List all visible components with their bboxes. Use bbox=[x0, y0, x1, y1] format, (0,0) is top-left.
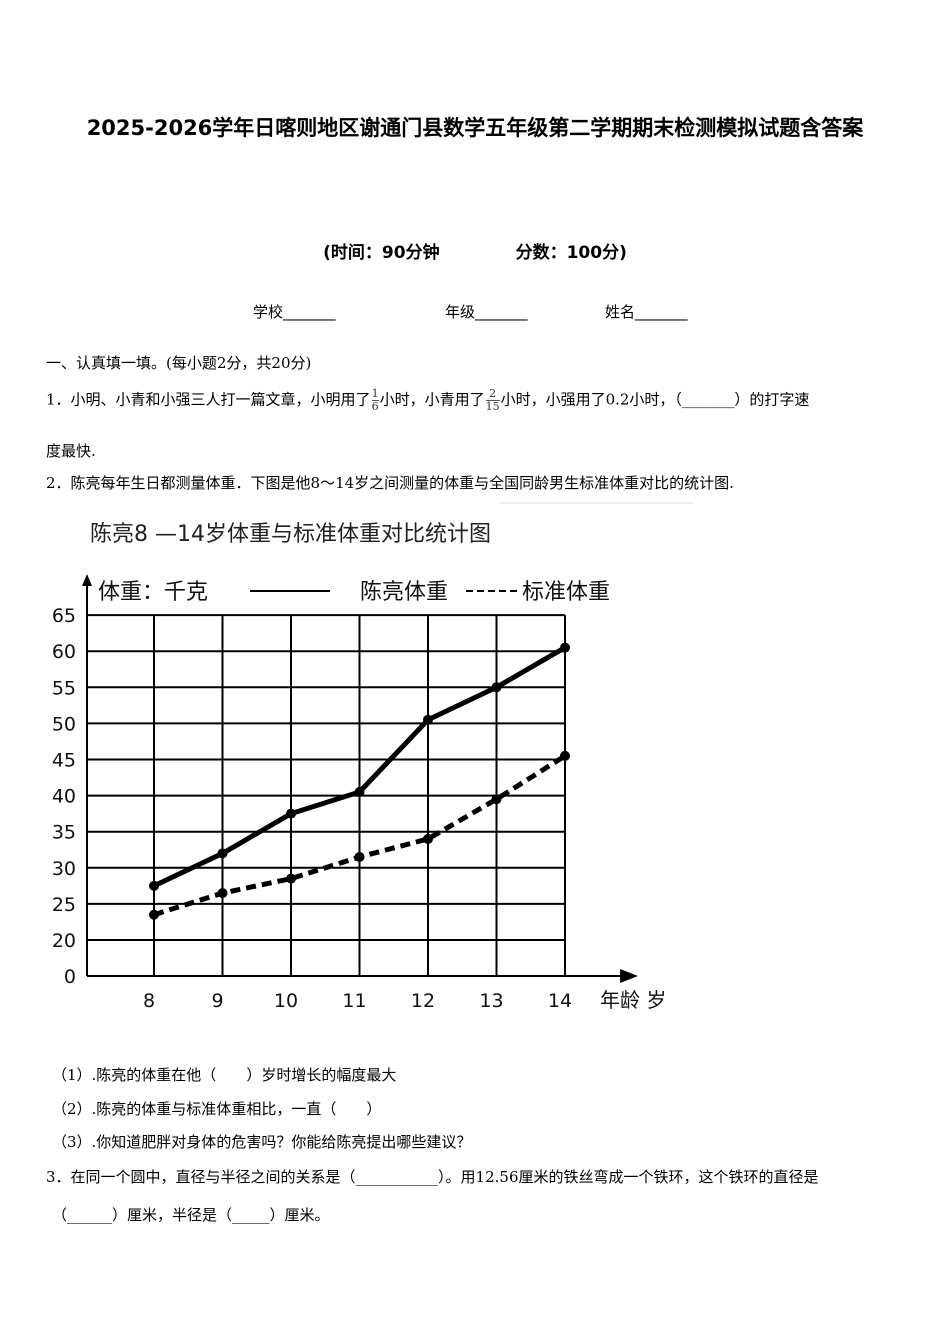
question-number: 2． bbox=[46, 474, 71, 492]
question-3-cont: （______）厘米，半径是（_____）厘米。 bbox=[52, 1206, 330, 1224]
data-point bbox=[217, 888, 228, 899]
y-tick-label: 60 bbox=[52, 641, 76, 663]
x-tick-label: 14 bbox=[548, 990, 572, 1012]
x-tick-label: 9 bbox=[211, 990, 223, 1012]
data-point bbox=[149, 909, 159, 920]
question-1: 1．小明、小青和小强三人打一篇文章，小明用了 1 6 小时，小青用了 2 15 小时，小强用… bbox=[46, 388, 809, 413]
legend-label-chenliang: 陈亮体重 bbox=[360, 580, 448, 605]
question-number: 1． bbox=[46, 390, 71, 409]
school-field[interactable]: 学校_______ bbox=[253, 303, 336, 321]
chart-title: 陈亮8 —14岁体重与标准体重对比统计图 bbox=[90, 522, 491, 547]
y-tick-label: 65 bbox=[52, 605, 76, 627]
question-number: 3． bbox=[46, 1168, 71, 1186]
time-limit: (时间：90分钟 bbox=[323, 243, 440, 263]
x-axis-label: 年龄 岁 bbox=[600, 988, 666, 1012]
page-title: 2025-2026学年日喀则地区谢通门县数学五年级第二学期期末检测模拟试题含答案 bbox=[86, 116, 864, 140]
question-1-cont: 度最快. bbox=[46, 442, 96, 460]
section-heading: 一、认真填一填。(每小题2分，共20分) bbox=[46, 354, 312, 372]
x-tick-label: 11 bbox=[342, 990, 366, 1012]
question-3: 3．在同一个圆中，直径与半径之间的关系是（___________）。用12.56… bbox=[46, 1166, 819, 1187]
y-tick-label: 0 bbox=[64, 966, 76, 988]
y-tick-label: 55 bbox=[52, 677, 76, 699]
total-score: 分数：100分) bbox=[515, 243, 627, 263]
y-tick-label: 35 bbox=[52, 822, 76, 844]
y-tick-label: 50 bbox=[52, 713, 76, 735]
question-text: 小明、小青和小强三人打一篇文章，小明用了 bbox=[70, 390, 371, 409]
y-tick-label: 20 bbox=[52, 930, 76, 952]
x-tick-label: 13 bbox=[479, 990, 503, 1012]
x-tick-label: 10 bbox=[274, 990, 298, 1012]
data-point bbox=[491, 682, 502, 693]
x-tick-label: 12 bbox=[411, 990, 435, 1012]
data-point bbox=[560, 642, 570, 653]
question-text: 小时，小强用了0.2小时，（_______）的打字速 bbox=[500, 390, 810, 409]
y-tick-label: 45 bbox=[52, 750, 76, 772]
denominator: 6 bbox=[371, 400, 379, 413]
data-point bbox=[423, 714, 433, 725]
data-point bbox=[423, 833, 433, 844]
question-text: 小时，小青用了 bbox=[379, 390, 485, 409]
data-point bbox=[491, 794, 502, 805]
question-2-sub3: （3）.你知道肥胖对身体的危害吗？你能给陈亮提出哪些建议？ bbox=[52, 1133, 472, 1151]
y-tick-label: 40 bbox=[52, 786, 76, 808]
data-point bbox=[286, 808, 296, 819]
legend-label-standard: 标准体重 bbox=[522, 580, 610, 605]
question-2-sub1: （1）.陈亮的体重在他（ ）岁时增长的幅度最大 bbox=[52, 1066, 397, 1084]
data-point bbox=[286, 873, 296, 884]
data-point bbox=[354, 851, 365, 862]
exam-info: (时间：90分钟 分数：100分) bbox=[0, 238, 950, 263]
question-2-sub2: （2）.陈亮的体重与标准体重相比，一直（ ） bbox=[52, 1100, 382, 1118]
fraction: 2 15 bbox=[485, 388, 500, 413]
data-point bbox=[560, 750, 570, 761]
numerator: 2 bbox=[485, 388, 500, 401]
grade-field[interactable]: 年级_______ bbox=[445, 303, 528, 321]
data-point bbox=[217, 848, 228, 859]
question-text: 陈亮每年生日都测量体重．下图是他8～14岁之间测量的体重与全国同龄男生标准体重对… bbox=[70, 474, 734, 492]
x-tick-label: 8 bbox=[143, 990, 155, 1012]
name-field[interactable]: 姓名_______ bbox=[605, 303, 688, 321]
denominator: 15 bbox=[485, 400, 500, 413]
question-2: 2．陈亮每年生日都测量体重．下图是他8～14岁之间测量的体重与全国同龄男生标准体… bbox=[46, 472, 734, 493]
y-tick-label: 30 bbox=[52, 858, 76, 880]
y-axis-arrow bbox=[82, 574, 92, 586]
question-text: 在同一个圆中，直径与半径之间的关系是（___________）。用12.56厘米… bbox=[70, 1168, 819, 1186]
y-tick-label: 25 bbox=[52, 894, 76, 916]
data-point bbox=[149, 880, 159, 891]
x-axis-arrow bbox=[620, 969, 638, 983]
y-axis-label: 体重：千克 bbox=[98, 580, 208, 605]
data-point bbox=[354, 786, 365, 797]
numerator: 1 bbox=[371, 387, 379, 401]
